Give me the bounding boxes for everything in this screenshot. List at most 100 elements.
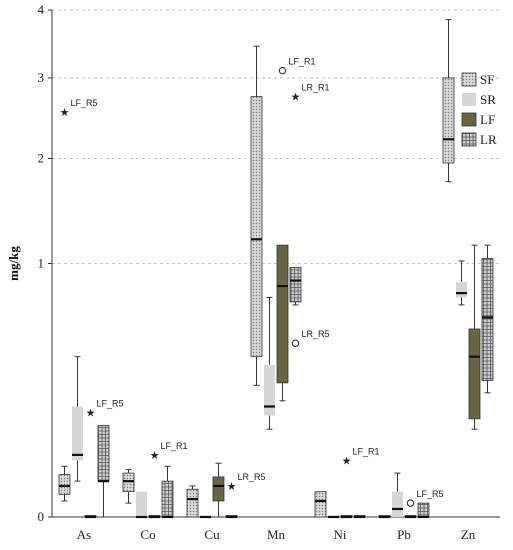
box-SR-Co	[136, 491, 147, 519]
x-tick-label: Cu	[204, 527, 220, 542]
box-body	[186, 488, 199, 518]
outlier-star-marker: ★	[60, 107, 70, 119]
y-tick-label: 0	[38, 509, 45, 524]
x-tick-label: Mn	[267, 527, 286, 542]
box-SR-Cu	[200, 515, 211, 519]
legend-label: SF	[480, 72, 494, 87]
box-body	[289, 266, 302, 303]
box-body	[276, 244, 289, 384]
outlier-LF_R1: ★LF_R1	[342, 446, 380, 467]
box-body	[417, 502, 430, 518]
x-tick-label: Zn	[461, 527, 476, 542]
box-LR-As	[97, 425, 110, 518]
outlier-star-marker: ★	[150, 450, 160, 462]
box-SF-Cu	[186, 485, 199, 518]
box-LR-Cu	[225, 515, 238, 519]
box-body	[264, 364, 275, 416]
legend-swatch	[461, 112, 477, 127]
box-LR-Ni	[353, 515, 366, 519]
y-axis-label: mg/kg	[6, 246, 21, 281]
legend-item-SF: SF	[461, 72, 494, 87]
outlier-label: LF_R1	[289, 57, 316, 67]
outlier-label: LF_R5	[417, 489, 444, 499]
box-body	[72, 406, 83, 461]
outlier-LF_R5: ★LF_R5	[60, 98, 98, 119]
outlier-LF_R1: LF_R1	[278, 57, 316, 75]
y-tick-label: 1	[38, 256, 45, 271]
box-LF-Ni	[340, 515, 353, 519]
outlier-label: LF_R5	[97, 398, 124, 408]
box-body	[122, 472, 135, 493]
box-SF-Co	[122, 469, 135, 504]
outlier-label: LF_R1	[353, 446, 380, 456]
legend-item-LR: LR	[461, 132, 497, 147]
outlier-label: LR_R1	[302, 83, 330, 93]
outlier-label: LR_R5	[238, 472, 266, 482]
legend-swatch	[461, 72, 477, 87]
box-SR-Mn	[264, 296, 275, 430]
outlier-label: LR_R5	[302, 329, 330, 339]
legend-item-LF: LF	[461, 112, 495, 127]
legend-swatch	[461, 132, 477, 147]
box-LF-Mn	[276, 244, 289, 402]
box-LR-Zn	[481, 244, 494, 394]
x-tick-label: As	[77, 527, 91, 542]
legend-swatch	[462, 93, 476, 106]
box-SF-Pb	[378, 515, 391, 519]
box-SR-Pb	[392, 472, 403, 517]
outlier-star-marker: ★	[342, 455, 352, 467]
box-LR-Pb	[417, 502, 430, 519]
box-LF-Cu	[212, 462, 225, 518]
box-body	[212, 476, 225, 502]
legend-label: LR	[480, 132, 497, 147]
gridlines	[52, 9, 500, 264]
x-tick-label: Co	[140, 527, 155, 542]
box-SR-Ni	[328, 515, 339, 519]
box-body	[161, 480, 174, 518]
outlier-LF_R1: ★LF_R1	[150, 441, 188, 462]
box-LR-Mn	[289, 266, 302, 306]
y-tick-label: 2	[38, 150, 45, 165]
box-LR-Co	[161, 465, 174, 519]
box-body	[97, 425, 110, 482]
box-SF-As	[58, 465, 71, 502]
outlier-circle-marker	[291, 339, 300, 347]
outlier-LF_R5: ★LF_R5	[86, 398, 124, 419]
box-SR-Zn	[456, 260, 467, 306]
x-tick-label: Ni	[334, 527, 347, 542]
outlier-circle-marker	[406, 499, 415, 507]
outlier-LR_R5: ★LR_R5	[227, 472, 266, 493]
box-body	[442, 77, 455, 164]
legend: SF SR LF LR	[461, 72, 497, 147]
outlier-label: LF_R1	[161, 441, 188, 451]
box-SR-As	[72, 356, 83, 482]
box-body	[250, 96, 263, 358]
outlier-star-marker: ★	[227, 481, 237, 493]
x-tick-label: Pb	[397, 527, 411, 542]
box-body	[392, 491, 403, 517]
box-body	[468, 328, 481, 420]
box-body	[136, 491, 147, 517]
legend-item-SR: SR	[462, 92, 496, 107]
legend-label: LF	[480, 112, 495, 127]
box-SF-Mn	[250, 45, 263, 386]
box-LF-Pb	[404, 515, 417, 519]
box-LF-Zn	[468, 244, 481, 430]
legend-label: SR	[480, 92, 496, 107]
outlier-star-marker: ★	[86, 407, 96, 419]
outlier-label: LF_R5	[71, 98, 98, 108]
outlier-LR_R5: LR_R5	[291, 329, 330, 347]
box-LF-As	[84, 515, 97, 519]
box-body	[314, 491, 327, 518]
outlier-LR_R1: ★LR_R1	[291, 83, 330, 104]
outlier-star-marker: ★	[291, 92, 301, 104]
box-SF-Ni	[314, 491, 327, 518]
box-SF-Zn	[442, 19, 455, 183]
y-tick-label: 4	[38, 2, 45, 17]
outlier-annotations: ★LF_R5★LF_R5★LF_R1★LR_R5LF_R1★LR_R1LR_R5…	[60, 57, 444, 507]
boxes	[58, 19, 494, 519]
box-body	[58, 474, 71, 495]
box-body	[456, 281, 467, 298]
y-tick-label: 3	[38, 70, 45, 85]
